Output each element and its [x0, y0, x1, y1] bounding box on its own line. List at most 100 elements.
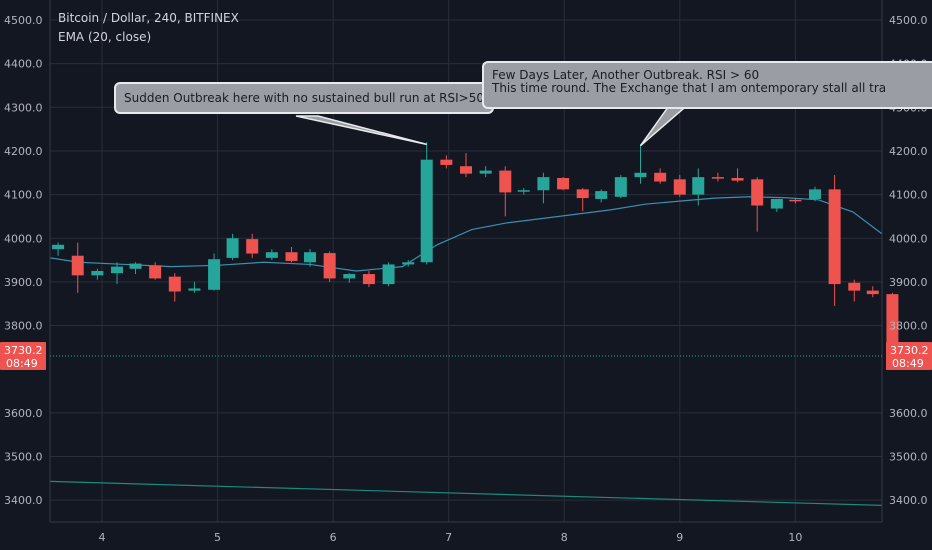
y-tick-label-left: 4000.0: [4, 232, 43, 245]
candle: [304, 249, 316, 267]
candle: [402, 260, 415, 267]
candle: [499, 166, 512, 217]
candle: [382, 262, 395, 287]
y-tick-label-right: 4100.0: [889, 189, 928, 202]
price-tag-left: [0, 342, 46, 371]
candle-body: [149, 265, 162, 279]
candle: [323, 251, 336, 282]
candle-body: [168, 276, 181, 292]
candle-body: [848, 282, 861, 291]
x-tick-label: 8: [561, 531, 568, 544]
candle-body: [440, 159, 453, 165]
candle: [731, 168, 744, 183]
x-tick-label: 10: [788, 531, 802, 544]
callout-first-outbreak[interactable]: Sudden Outbreak here with no sustained b…: [114, 82, 494, 114]
candle: [52, 242, 65, 256]
candle: [557, 177, 570, 191]
candle: [479, 166, 492, 178]
candle-body: [265, 252, 278, 258]
candle: [246, 233, 259, 258]
candle: [770, 198, 783, 213]
candle-body: [673, 179, 686, 195]
candle-body: [770, 198, 783, 209]
candle-body: [517, 190, 530, 192]
candle-body: [866, 290, 879, 295]
candle-body: [246, 239, 259, 254]
x-tick-label: 5: [214, 531, 221, 544]
candle: [711, 172, 724, 182]
lower-line-layer: [49, 480, 883, 506]
candle-body: [634, 172, 647, 178]
y-tick-label-right: 3900.0: [889, 276, 928, 289]
y-tick-label-right: 3500.0: [889, 451, 928, 464]
y-tick-label-right: 4200.0: [889, 145, 928, 158]
candle: [751, 177, 764, 232]
x-tick-label: 9: [676, 531, 683, 544]
candle-body: [499, 170, 512, 193]
candle: [111, 262, 124, 285]
candle-body: [828, 189, 841, 285]
candle: [537, 172, 550, 204]
callout-second-line1: Few Days Later, Another Outbreak. RSI > …: [492, 68, 760, 82]
y-tick-label-left: 4300.0: [4, 101, 43, 114]
x-tick-label: 6: [330, 531, 337, 544]
candle: [848, 279, 861, 302]
candle: [517, 188, 530, 195]
candle-body: [692, 177, 705, 195]
candle-body: [71, 255, 84, 276]
candle-body: [789, 199, 802, 202]
candle-body: [129, 263, 142, 269]
lower-trend-line: [49, 480, 883, 506]
candle-body: [343, 274, 356, 279]
candle-body: [208, 259, 221, 290]
candles-layer: [52, 142, 899, 365]
candle: [343, 273, 356, 283]
candle-body: [285, 252, 298, 261]
y-tick-label-left: 4400.0: [4, 58, 43, 71]
y-tick-label-right: 3400.0: [889, 494, 928, 507]
candle: [460, 153, 472, 178]
candle: [614, 174, 627, 199]
callout-second-outbreak[interactable]: Few Days Later, Another Outbreak. RSI > …: [482, 61, 932, 109]
candle-body: [808, 189, 821, 199]
y-tick-label-right: 4000.0: [889, 232, 928, 245]
candle: [654, 168, 667, 184]
candle: [91, 268, 104, 280]
price-tag-value-left: 3730.2: [4, 344, 43, 357]
ema-indicator-label: EMA (20, close): [58, 30, 152, 44]
candle: [168, 273, 181, 302]
candle-body: [654, 172, 667, 182]
y-tick-label-left: 4200.0: [4, 145, 43, 158]
candle: [789, 198, 802, 204]
x-tick-label: 4: [99, 531, 106, 544]
candle: [149, 262, 162, 280]
candle: [828, 174, 841, 306]
candle-body: [304, 252, 316, 263]
candle-body: [188, 288, 201, 291]
callout-second-line2: This time round. The Exchange that I am …: [492, 81, 887, 95]
candle-body: [595, 191, 608, 199]
candle: [188, 281, 201, 293]
y-tick-label-right: 4500.0: [889, 14, 928, 27]
candle-body: [52, 244, 65, 250]
candle-body: [711, 177, 724, 179]
callout-first-pointer: [295, 115, 427, 146]
price-tag-value-right: 3730.2: [890, 344, 929, 357]
candle-body: [382, 264, 395, 285]
price-tag-countdown-left: 08:49: [6, 357, 38, 370]
candle: [808, 186, 821, 202]
y-tick-label-left: 3400.0: [4, 494, 43, 507]
y-tick-label-left: 4500.0: [4, 14, 43, 27]
candle: [692, 168, 705, 206]
candle-body: [886, 294, 899, 357]
y-tick-label-right: 3800.0: [889, 320, 928, 333]
candle-body: [731, 178, 744, 181]
candle-body: [557, 178, 570, 190]
candle: [71, 242, 84, 293]
y-tick-label-left: 3500.0: [4, 451, 43, 464]
candle-body: [460, 166, 472, 174]
candle: [285, 246, 298, 263]
candle: [634, 144, 647, 184]
candle: [595, 189, 608, 203]
